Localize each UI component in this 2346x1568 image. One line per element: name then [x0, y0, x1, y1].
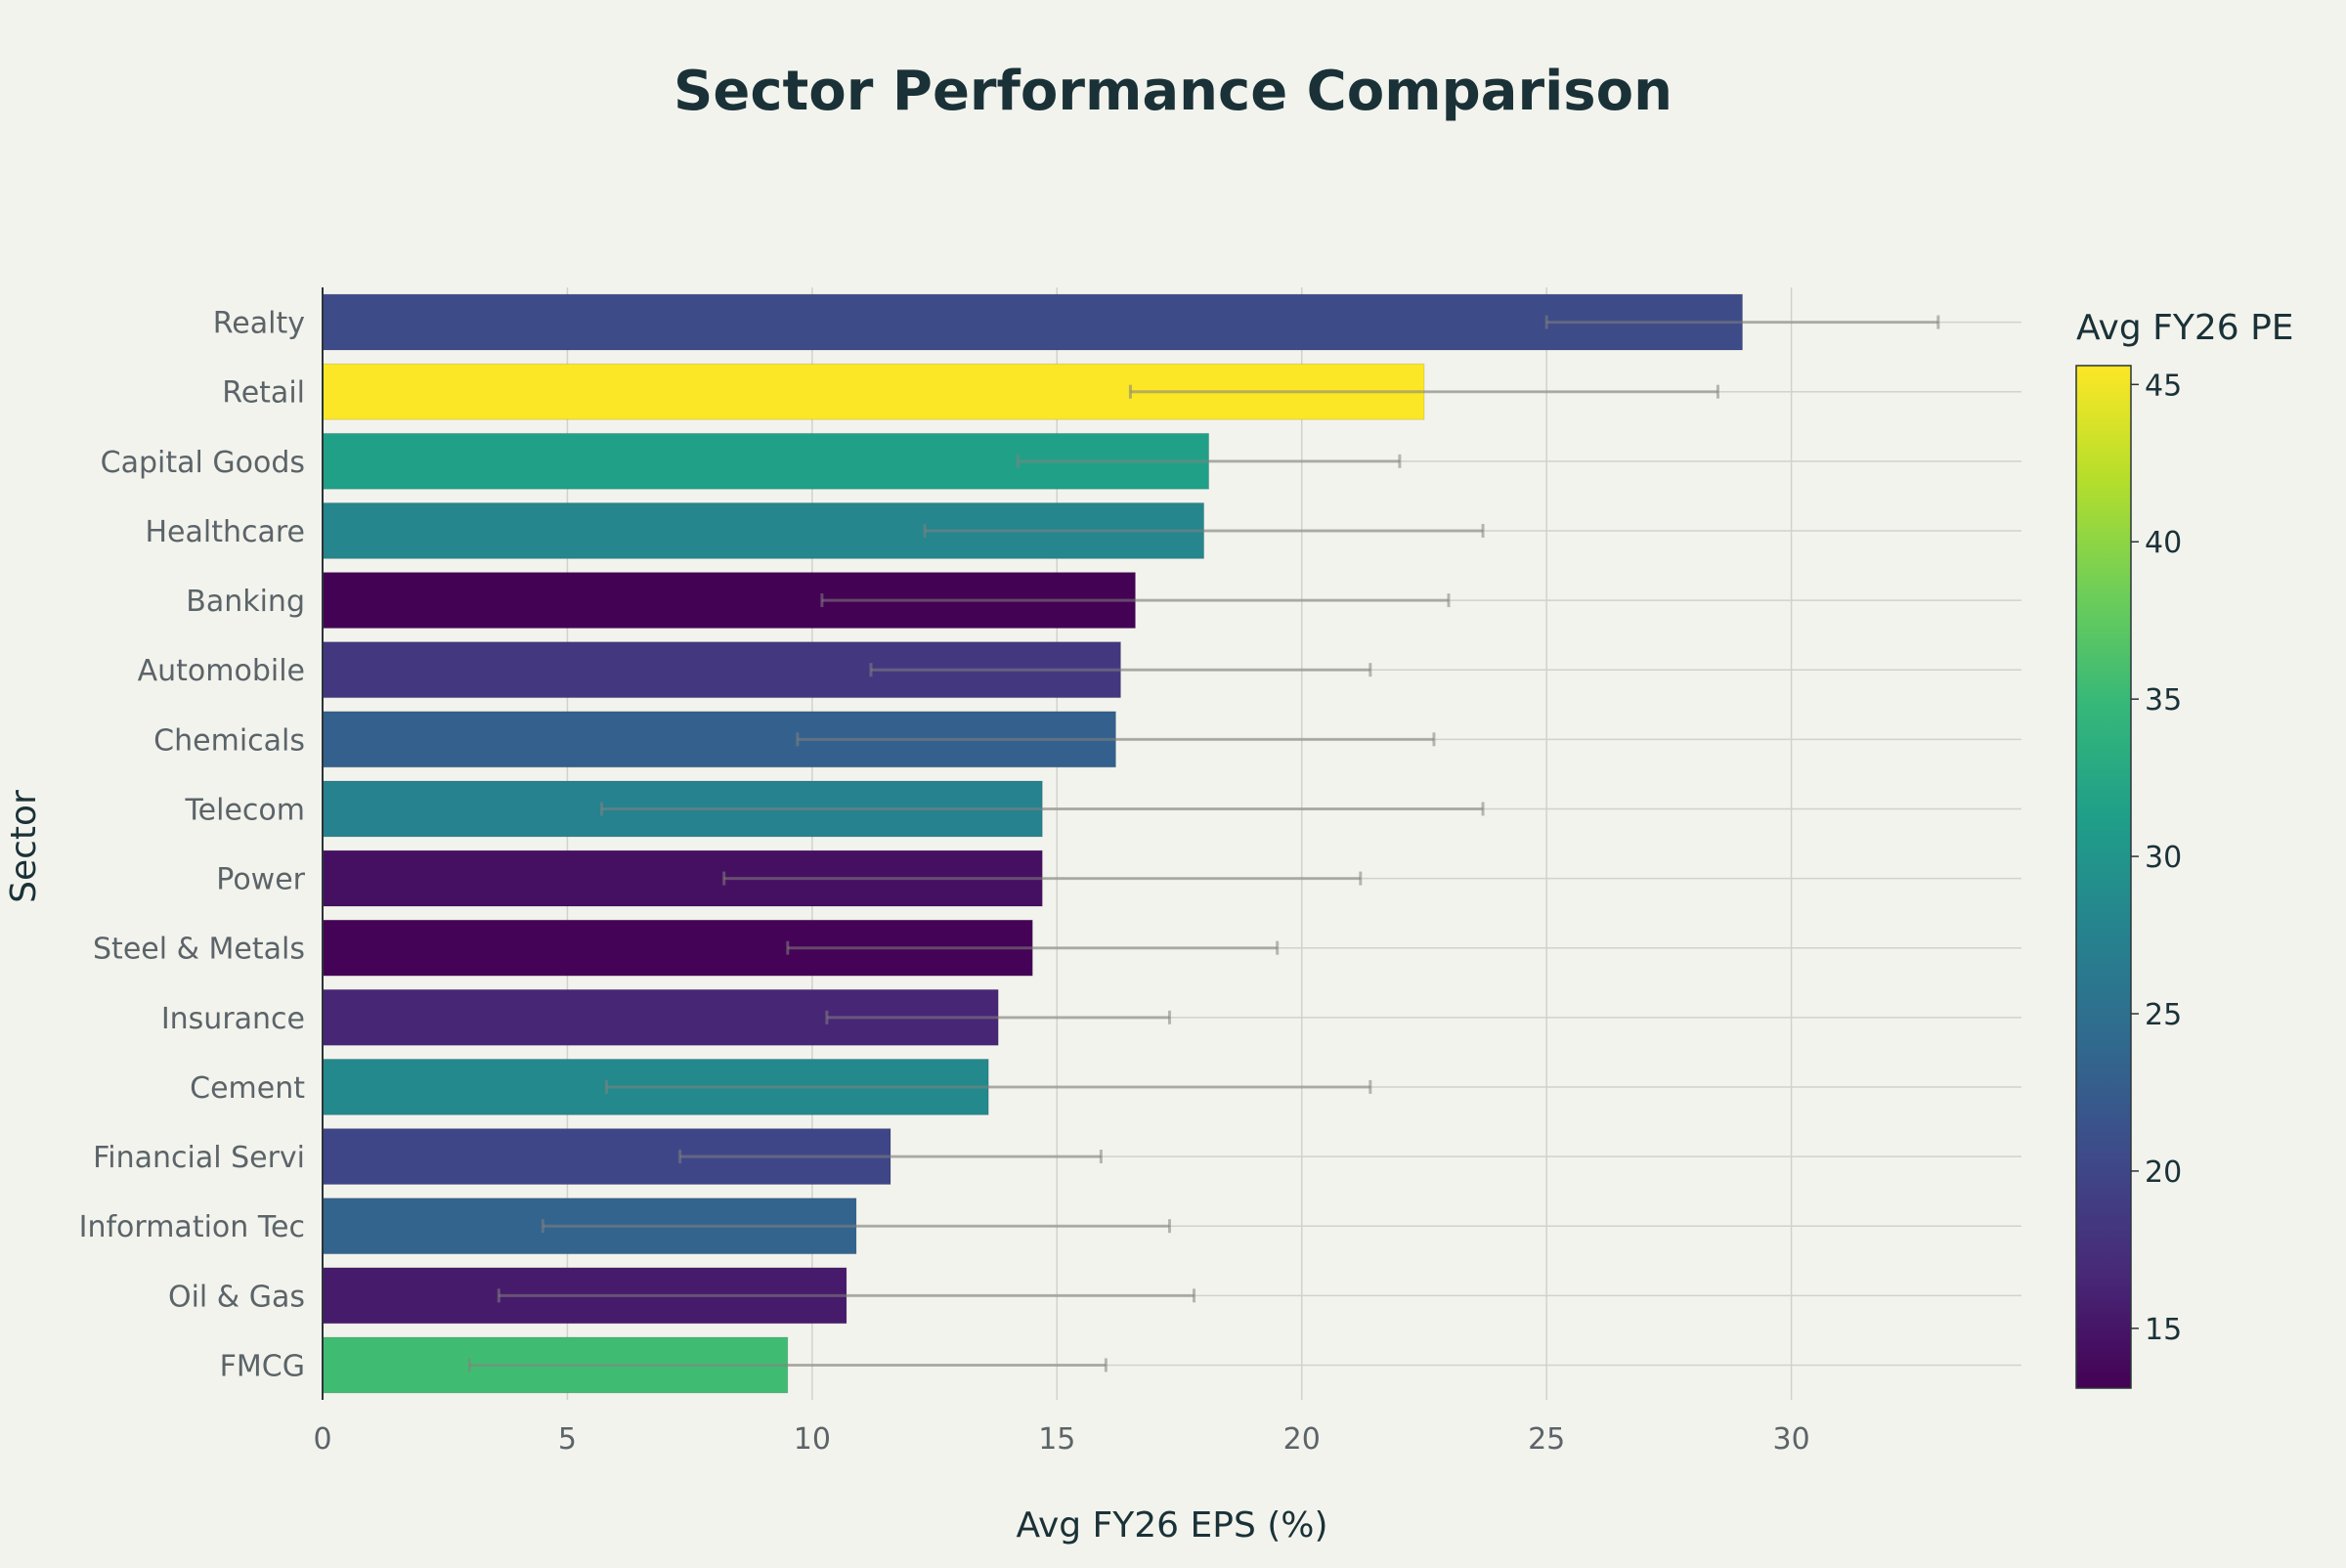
axis-layer: 0 5 10 15 20 25 30 Realty Retail Capital Goods Hea…: [79, 287, 1810, 1457]
colorbar-tick-label: 15: [2145, 1313, 2182, 1347]
category-label: Financial Servi: [93, 1141, 305, 1175]
category-label: Telecom: [184, 793, 305, 827]
x-tick-label: 0: [313, 1422, 331, 1457]
x-tick-label: 15: [1038, 1422, 1075, 1457]
x-tick-label: 5: [558, 1422, 577, 1457]
colorbar-tick-label: 40: [2145, 526, 2182, 560]
colorbar-title: Avg FY26 PE: [2076, 308, 2294, 348]
bars-layer: [322, 293, 1744, 1394]
category-label: Retail: [222, 376, 305, 411]
category-label: Automobile: [138, 654, 305, 688]
x-axis-title: Avg FY26 EPS (%): [1016, 1505, 1327, 1546]
colorbar-tick-label: 30: [2145, 841, 2182, 875]
x-tick-label: 25: [1528, 1422, 1565, 1457]
category-label: Capital Goods: [101, 446, 305, 480]
colorbar: 15 20 25 30 35 40 45: [2075, 365, 2182, 1389]
colorbar-tick-label: 20: [2145, 1155, 2182, 1190]
category-label: Information Tec: [79, 1210, 305, 1244]
category-label: Cement: [190, 1071, 305, 1106]
category-label: Oil & Gas: [168, 1280, 305, 1314]
category-label: FMCG: [220, 1349, 305, 1383]
colorbar-tick-label: 35: [2145, 683, 2182, 718]
category-label: Insurance: [161, 1002, 305, 1036]
colorbar-tick-label: 25: [2145, 998, 2182, 1032]
error-bars-layer: [467, 315, 1940, 1372]
bar: [322, 293, 1744, 351]
category-label: Chemicals: [153, 723, 305, 758]
colorbar-scale: [2075, 365, 2132, 1389]
category-label: Banking: [186, 585, 305, 619]
category-label: Realty: [213, 307, 305, 341]
category-label: Power: [216, 863, 305, 897]
category-label: Steel & Metals: [93, 933, 305, 967]
x-tick-label: 30: [1772, 1422, 1809, 1457]
chart-title: Sector Performance Comparison: [673, 60, 1673, 123]
colorbar-tick-label: 45: [2145, 369, 2182, 403]
y-axis-title: Sector: [4, 790, 44, 903]
x-tick-label: 20: [1283, 1422, 1321, 1457]
category-label: Healthcare: [145, 515, 305, 549]
x-tick-label: 10: [794, 1422, 831, 1457]
